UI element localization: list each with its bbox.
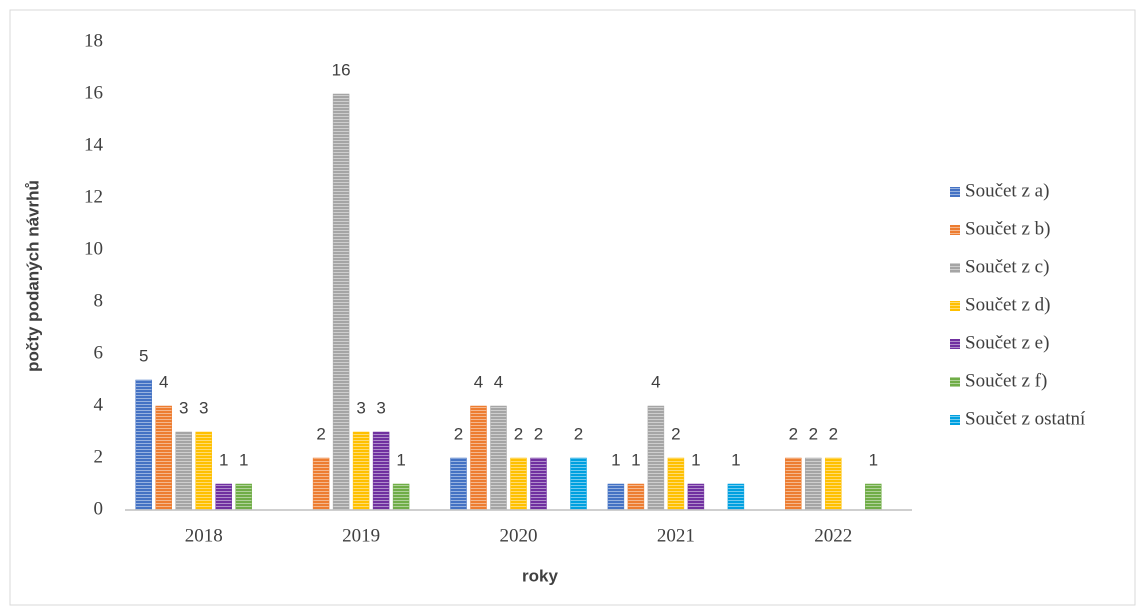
- legend-label: Součet z c): [965, 256, 1049, 277]
- legend-swatch: [950, 339, 960, 349]
- bar: [865, 483, 882, 511]
- y-tick-label: 16: [84, 82, 103, 103]
- y-tick-label: 0: [94, 498, 104, 519]
- data-label: 2: [574, 424, 583, 443]
- x-tick-label: 2020: [500, 525, 538, 546]
- y-axis-title: počty podaných návrhů: [23, 180, 42, 372]
- bar: [647, 405, 665, 511]
- data-label: 4: [494, 372, 503, 391]
- y-tick-label: 18: [84, 30, 103, 51]
- data-label: 2: [316, 424, 325, 443]
- x-axis-title: roky: [522, 566, 558, 585]
- legend-label: Součet z b): [965, 218, 1050, 239]
- bar: [135, 379, 152, 511]
- bar: [175, 431, 192, 511]
- data-label: 1: [869, 450, 878, 469]
- data-label: 1: [396, 450, 405, 469]
- y-tick-label: 14: [84, 134, 104, 155]
- y-tick-label: 12: [84, 186, 103, 207]
- y-tick-label: 6: [94, 342, 104, 363]
- bar: [627, 483, 645, 511]
- data-label: 1: [631, 450, 640, 469]
- data-label: 1: [219, 450, 228, 469]
- legend-swatch: [950, 377, 960, 387]
- data-label: 2: [809, 424, 818, 443]
- bar: [607, 483, 625, 511]
- bar: [392, 483, 410, 511]
- legend-label: Součet z f): [965, 370, 1047, 391]
- bar: [470, 405, 487, 511]
- data-label: 1: [691, 450, 700, 469]
- bar: [687, 483, 705, 511]
- bar: [570, 457, 587, 511]
- legend-swatch: [950, 301, 960, 311]
- data-label: 4: [651, 372, 660, 391]
- data-label: 2: [789, 424, 798, 443]
- y-tick-label: 2: [94, 446, 104, 467]
- bar: [667, 457, 685, 511]
- data-label: 2: [671, 424, 680, 443]
- x-tick-label: 2018: [185, 525, 223, 546]
- data-label: 3: [199, 398, 208, 417]
- legend-label: Součet z a): [965, 180, 1049, 201]
- bar: [215, 483, 232, 511]
- data-label: 2: [514, 424, 523, 443]
- bar: [235, 483, 252, 511]
- bar: [785, 457, 802, 511]
- legend-swatch: [950, 263, 960, 273]
- data-label: 16: [332, 60, 351, 79]
- data-label: 5: [139, 346, 148, 365]
- bar: [195, 431, 212, 511]
- data-label: 1: [731, 450, 740, 469]
- bar: [805, 457, 822, 511]
- legend-label: Součet z e): [965, 332, 1049, 353]
- legend-label: Součet z ostatní: [965, 408, 1086, 429]
- data-label: 1: [239, 450, 248, 469]
- data-label: 2: [829, 424, 838, 443]
- legend-swatch: [950, 225, 960, 235]
- y-tick-label: 8: [94, 290, 104, 311]
- x-tick-label: 2019: [342, 525, 380, 546]
- data-label: 2: [534, 424, 543, 443]
- bar: [450, 457, 467, 511]
- data-label: 3: [179, 398, 188, 417]
- y-tick-label: 4: [94, 394, 104, 415]
- y-tick-label: 10: [84, 238, 103, 259]
- bar: [312, 457, 330, 511]
- bar: [352, 431, 370, 511]
- bar: [332, 93, 350, 511]
- data-label: 4: [159, 372, 168, 391]
- data-label: 3: [376, 398, 385, 417]
- legend-swatch: [950, 187, 960, 197]
- bar: [510, 457, 527, 511]
- legend-label: Součet z d): [965, 294, 1050, 315]
- x-tick-label: 2021: [657, 525, 695, 546]
- legend-swatch: [950, 415, 960, 425]
- data-label: 3: [356, 398, 365, 417]
- data-label: 1: [611, 450, 620, 469]
- data-label: 2: [454, 424, 463, 443]
- bar: [530, 457, 547, 511]
- bar: [727, 483, 745, 511]
- x-tick-label: 2022: [814, 525, 852, 546]
- bar: [155, 405, 172, 511]
- bar: [372, 431, 390, 511]
- bar: [825, 457, 842, 511]
- bar: [490, 405, 507, 511]
- data-label: 4: [474, 372, 483, 391]
